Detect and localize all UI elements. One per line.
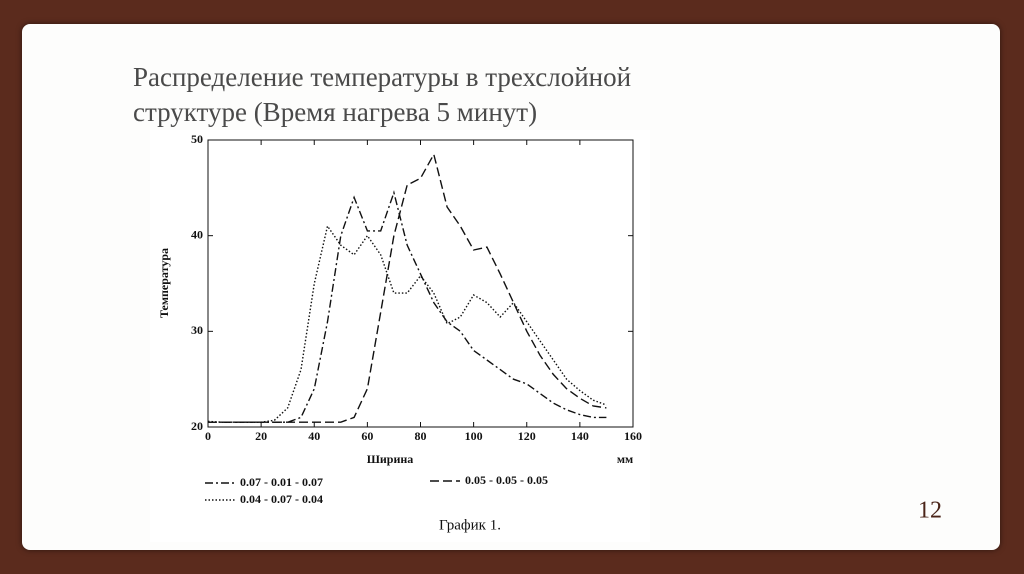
x-axis-label: Ширина (367, 452, 414, 466)
legend-label: 0.07 - 0.01 - 0.07 (240, 475, 323, 489)
x-tick-label: 160 (624, 429, 642, 443)
x-tick-label: 20 (255, 429, 267, 443)
legend-label: 0.05 - 0.05 - 0.05 (465, 473, 548, 487)
page-number: 12 (918, 498, 942, 524)
y-tick-label: 20 (191, 419, 203, 433)
series-line (208, 152, 607, 423)
y-tick-label: 50 (191, 132, 203, 146)
slide-title: структуре (Время нагрева 5 минут) (133, 97, 538, 127)
x-tick-label: 60 (361, 429, 373, 443)
y-tick-label: 40 (191, 227, 203, 241)
caption: График 1. (439, 517, 501, 533)
x-tick-label: 80 (415, 429, 427, 443)
x-tick-label: 0 (205, 429, 211, 443)
series-line (207, 224, 607, 423)
x-tick-label: 100 (465, 429, 483, 443)
chart-background (150, 130, 650, 542)
x-unit: мм (617, 452, 633, 466)
x-tick-label: 40 (308, 429, 320, 443)
y-axis-label: Температура (157, 248, 171, 318)
slide-title: Распределение температуры в трехслойной (133, 62, 632, 92)
y-tick-label: 30 (191, 323, 203, 337)
legend-label: 0.04 - 0.07 - 0.04 (240, 492, 323, 506)
x-tick-label: 120 (518, 429, 536, 443)
x-tick-label: 140 (571, 429, 589, 443)
